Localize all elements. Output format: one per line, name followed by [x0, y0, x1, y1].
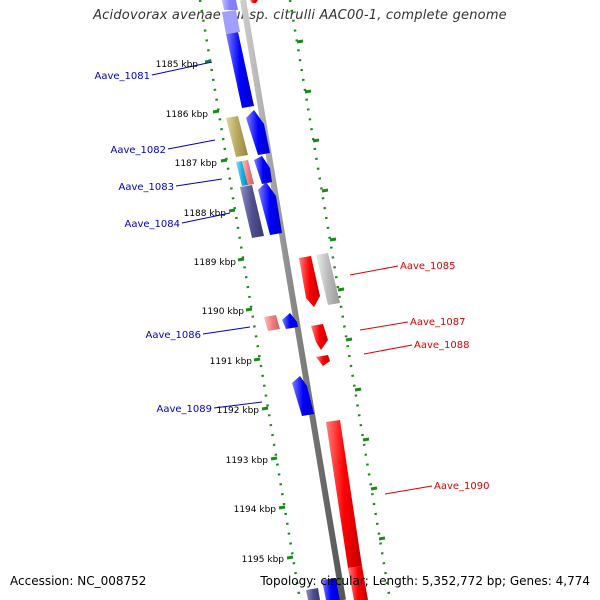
gene-label-aave-1089: Aave_1089: [157, 404, 213, 415]
left-major-ticks: [204, 59, 294, 560]
gene-label-aave-1082: Aave_1082: [111, 145, 167, 156]
map-title: Acidovorax avenae subsp. citrulli AAC00-…: [93, 8, 507, 23]
right-leader-lines: [349, 265, 433, 495]
left-leader-lines: [151, 61, 263, 409]
ruler-label: 1192 kbp: [217, 406, 260, 416]
gene-arrow-aave-1090: [326, 420, 362, 568]
gene-label-aave-1088: Aave_1088: [414, 340, 470, 351]
ruler-label: 1190 kbp: [202, 307, 245, 317]
gene-arrow-1084b: [258, 182, 282, 235]
ruler-label: 1191 kbp: [210, 357, 253, 367]
ruler-labels: 1185 kbp 1186 kbp 1187 kbp 1188 kbp 1189…: [156, 60, 285, 565]
ruler-label: 1193 kbp: [226, 456, 269, 466]
gene-arrow-1083c: [254, 156, 272, 184]
gene-label-aave-1086: Aave_1086: [146, 330, 202, 341]
ruler-label: 1189 kbp: [194, 258, 237, 268]
right-tick-track: [288, 0, 392, 600]
gene-arrow-top-red: [250, 0, 258, 3]
gene-arrow-aave-1088: [316, 355, 330, 366]
gene-label-aave-1081: Aave_1081: [95, 71, 151, 82]
topology-label: Topology: circular; Length: 5,352,772 bp…: [260, 574, 590, 588]
gene-arrow-bottom-blue: [322, 578, 340, 600]
gene-label-aave-1083: Aave_1083: [119, 182, 175, 193]
gene-arrow-1086b: [282, 313, 298, 329]
gene-label-aave-1087: Aave_1087: [410, 317, 466, 328]
gene-arrow-1083b: [242, 160, 254, 185]
gene-arrow-aave-1082: [226, 116, 248, 157]
left-gene-labels: Aave_1081 Aave_1082 Aave_1083 Aave_1084 …: [95, 71, 213, 415]
gene-arrow-top-blue: [222, 0, 238, 10]
gene-arrow-1081-upper: [222, 10, 240, 34]
right-gene-labels: Aave_1085 Aave_1087 Aave_1088 Aave_1090: [400, 261, 490, 492]
gene-arrow-aave-1085: [299, 256, 320, 307]
gene-arrow-1090-tail: [348, 566, 368, 600]
accession-label: Accession: NC_008752: [10, 574, 147, 588]
ruler-label: 1188 kbp: [184, 209, 227, 219]
ruler-label: 1186 kbp: [166, 110, 209, 120]
gene-arrow-aave-1086: [264, 315, 280, 331]
gene-arrow-1082b: [246, 110, 270, 155]
right-major-ticks: [296, 39, 386, 541]
gene-arrow-1085-grey: [316, 253, 340, 305]
gene-label-aave-1084: Aave_1084: [125, 219, 181, 230]
gene-label-aave-1085: Aave_1085: [400, 261, 456, 272]
gene-arrow-aave-1083: [236, 161, 248, 186]
gene-label-aave-1090: Aave_1090: [434, 481, 490, 492]
genome-backbone: [240, 0, 346, 600]
gene-arrow-aave-1084: [240, 185, 264, 238]
left-tick-track: [198, 0, 302, 600]
ruler-label: 1194 kbp: [234, 505, 277, 515]
gene-arrow-aave-1087: [311, 324, 328, 350]
ruler-label: 1195 kbp: [242, 555, 285, 565]
ruler-label: 1185 kbp: [156, 60, 199, 70]
gene-arrow-aave-1081: [226, 32, 254, 108]
ruler-label: 1187 kbp: [175, 159, 218, 169]
gene-arrow-aave-1089: [292, 376, 314, 416]
gene-arrow-bottom-grey: [306, 588, 320, 600]
